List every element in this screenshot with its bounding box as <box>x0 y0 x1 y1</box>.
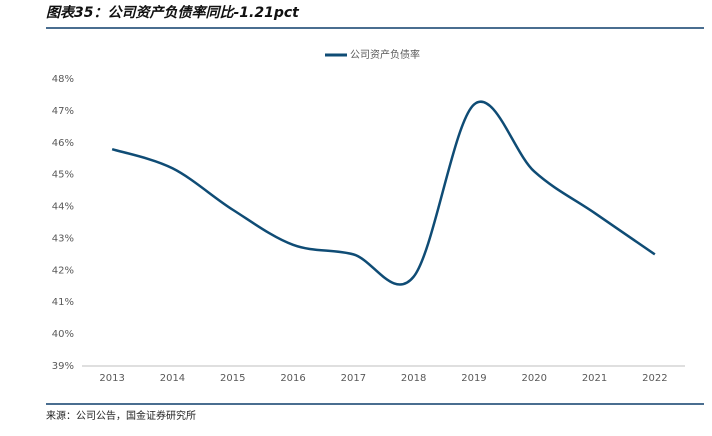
x-tick-label: 2013 <box>99 373 124 384</box>
y-tick-label: 42% <box>52 265 74 276</box>
x-tick-label: 2019 <box>461 373 486 384</box>
x-tick-label: 2017 <box>341 373 366 384</box>
y-tick-label: 41% <box>52 297 74 308</box>
y-tick-label: 40% <box>52 329 74 340</box>
y-tick-label: 39% <box>52 361 74 372</box>
y-tick-label: 45% <box>52 170 74 181</box>
y-tick-label: 48% <box>52 74 74 85</box>
legend-label: 公司资产负债率 <box>350 48 420 61</box>
x-tick-label: 2014 <box>160 373 185 384</box>
y-tick-label: 44% <box>52 202 74 213</box>
x-tick-label: 2021 <box>582 373 607 384</box>
data-line <box>111 100 656 286</box>
x-tick-label: 2022 <box>642 373 667 384</box>
y-tick-label: 46% <box>52 138 74 149</box>
y-tick-label: 47% <box>52 106 74 117</box>
x-tick-label: 2018 <box>401 373 426 384</box>
x-tick-label: 2020 <box>522 373 547 384</box>
source-note: 来源：公司公告，国金证券研究所 <box>46 409 196 422</box>
x-tick-label: 2015 <box>220 373 245 384</box>
chart-title: 图表35：公司资产负债率同比-1.21pct <box>46 4 300 21</box>
y-tick-label: 43% <box>52 233 74 244</box>
x-tick-label: 2016 <box>280 373 305 384</box>
